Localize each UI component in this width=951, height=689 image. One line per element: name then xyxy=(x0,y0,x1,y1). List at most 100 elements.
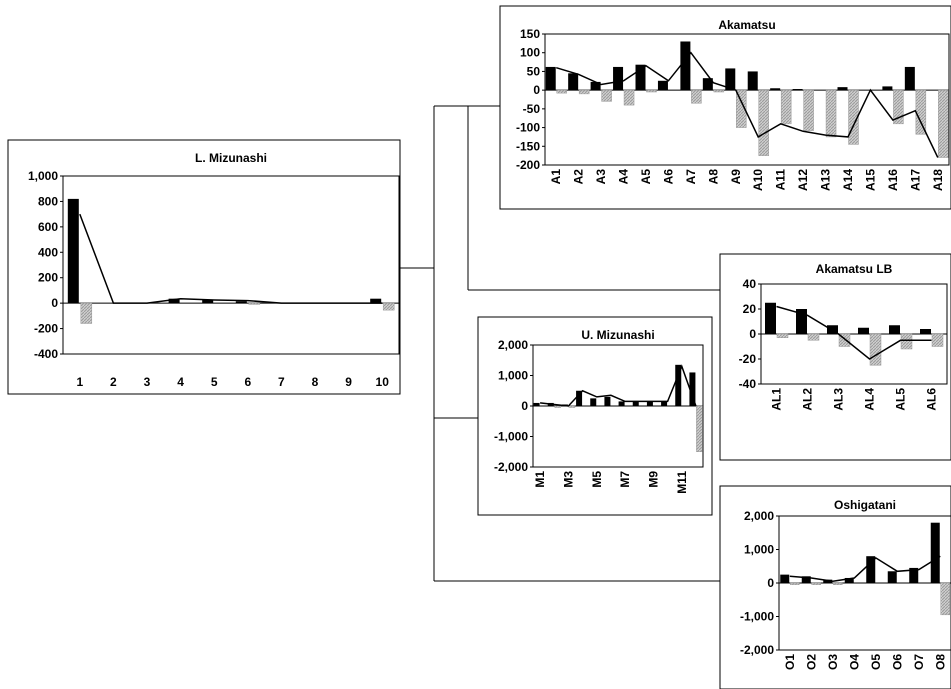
bar-positive xyxy=(920,329,931,334)
y-tick-label: -200 xyxy=(34,322,58,336)
bar-negative xyxy=(838,333,851,347)
x-tick-label: A6 xyxy=(661,169,675,185)
x-tick-label: 9 xyxy=(345,375,352,389)
x-tick-label: M3 xyxy=(561,471,575,488)
bar-positive xyxy=(801,576,811,583)
x-tick-label: AL5 xyxy=(894,388,908,411)
chart-panel-3: U. Mizunashi 2,000 1,000 0 -1,000 -2,000 M1 M3 M… xyxy=(477,316,713,516)
x-tick-label: A1 xyxy=(549,169,563,185)
x-tick-label: A3 xyxy=(594,169,608,185)
y-tick-label: -1,000 xyxy=(494,430,528,444)
bar-positive xyxy=(904,66,915,91)
bar-positive xyxy=(866,556,876,583)
bar-positive xyxy=(613,66,624,91)
x-tick-label: A10 xyxy=(751,169,765,191)
bar-positive xyxy=(930,522,940,583)
x-tick-label: O8 xyxy=(933,654,947,670)
bar-negative xyxy=(248,302,261,305)
x-tick-label: 4 xyxy=(177,375,184,389)
y-tick-label: 1,000 xyxy=(744,543,774,557)
bar-negative xyxy=(915,89,927,135)
bar-positive xyxy=(632,401,639,406)
x-tick-label: M11 xyxy=(675,471,689,494)
y-tick-label: -100 xyxy=(516,121,540,135)
bar-positive xyxy=(533,402,540,406)
trend-line xyxy=(789,555,941,583)
x-tick-label: A18 xyxy=(931,169,945,191)
bar-positive xyxy=(618,401,625,406)
bar-positive xyxy=(765,302,776,334)
bar-positive xyxy=(67,198,79,304)
bar-positive xyxy=(837,87,848,91)
bar-positive xyxy=(823,579,833,583)
x-tick-label: O2 xyxy=(804,654,818,670)
trend-line xyxy=(79,213,383,304)
bar-positive xyxy=(844,577,854,583)
x-tick-label: AL2 xyxy=(801,388,815,411)
bar-negative xyxy=(807,333,820,341)
x-tick-label: A13 xyxy=(819,169,833,191)
x-tick-label: A12 xyxy=(796,169,810,191)
y-tick-label: -40 xyxy=(739,377,757,391)
bar-negative xyxy=(696,405,703,452)
x-tick-label: AL4 xyxy=(863,388,877,411)
y-tick-label: 0 xyxy=(767,576,774,590)
y-tick-label: 1,000 xyxy=(498,369,528,383)
bar-negative xyxy=(790,582,800,585)
y-tick-label: -2,000 xyxy=(740,643,774,657)
y-tick-label: 200 xyxy=(38,271,58,285)
x-tick-label: 1 xyxy=(76,375,83,389)
x-tick-label: A14 xyxy=(841,169,855,191)
x-tick-label: M7 xyxy=(618,471,632,488)
y-tick-label: 400 xyxy=(38,245,58,259)
bar-positive xyxy=(882,86,893,91)
y-tick-label: 2,000 xyxy=(498,338,528,352)
bar-negative xyxy=(776,333,789,338)
chart-title: L. Mizunashi xyxy=(195,151,267,165)
x-tick-label: O1 xyxy=(783,654,797,670)
x-tick-label: 8 xyxy=(312,375,319,389)
bar-positive xyxy=(568,73,579,91)
bar-negative xyxy=(623,89,635,106)
bar-positive xyxy=(887,571,897,583)
bar-positive xyxy=(646,401,653,406)
x-tick-label: A9 xyxy=(729,169,743,185)
bar-positive xyxy=(635,64,646,91)
y-tick-label: 0 xyxy=(521,399,528,413)
plot-area xyxy=(62,175,400,355)
x-tick-label: A17 xyxy=(908,169,922,191)
chart-panel-4: Oshigatani 2,000 1,000 0 -1,000 -2,000 O1 O2 O3 O… xyxy=(719,485,951,689)
bar-negative xyxy=(646,89,657,93)
y-tick-label: 40 xyxy=(743,277,757,291)
bar-negative xyxy=(811,582,821,585)
x-tick-label: A15 xyxy=(863,169,877,191)
y-tick-label: 600 xyxy=(38,220,58,234)
x-tick-label: A5 xyxy=(639,169,653,185)
chart-title: U. Mizunashi xyxy=(581,328,654,342)
bar-positive xyxy=(889,325,900,334)
y-tick-label: 100 xyxy=(520,46,540,60)
x-tick-label: M5 xyxy=(590,471,604,488)
x-tick-label: 2 xyxy=(110,375,117,389)
bar-negative xyxy=(780,89,792,125)
panel-frame xyxy=(719,253,951,461)
bar-positive xyxy=(590,398,597,406)
bar-positive xyxy=(370,298,382,304)
bar-negative xyxy=(931,333,944,347)
bar-negative xyxy=(938,89,949,158)
bar-negative xyxy=(601,89,612,102)
bar-positive xyxy=(235,301,247,304)
trend-line xyxy=(540,364,697,407)
bar-negative xyxy=(556,89,567,94)
bar-negative xyxy=(80,302,93,324)
panel-frame xyxy=(499,5,951,210)
bar-positive xyxy=(792,89,803,91)
y-tick-label: -400 xyxy=(34,347,58,361)
bar-positive xyxy=(604,396,611,406)
y-tick-label: 2,000 xyxy=(744,509,774,523)
x-tick-label: M1 xyxy=(533,471,547,488)
chart-panel-2: Akamatsu LB 40 20 0 -20 -40 AL1 AL2 AL3 AL4 AL5 AL6 xyxy=(719,253,951,461)
bar-positive xyxy=(725,68,736,91)
trend-line xyxy=(776,305,932,360)
